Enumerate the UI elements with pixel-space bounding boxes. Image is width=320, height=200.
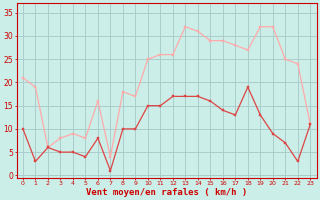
X-axis label: Vent moyen/en rafales ( km/h ): Vent moyen/en rafales ( km/h ) [86, 188, 247, 197]
